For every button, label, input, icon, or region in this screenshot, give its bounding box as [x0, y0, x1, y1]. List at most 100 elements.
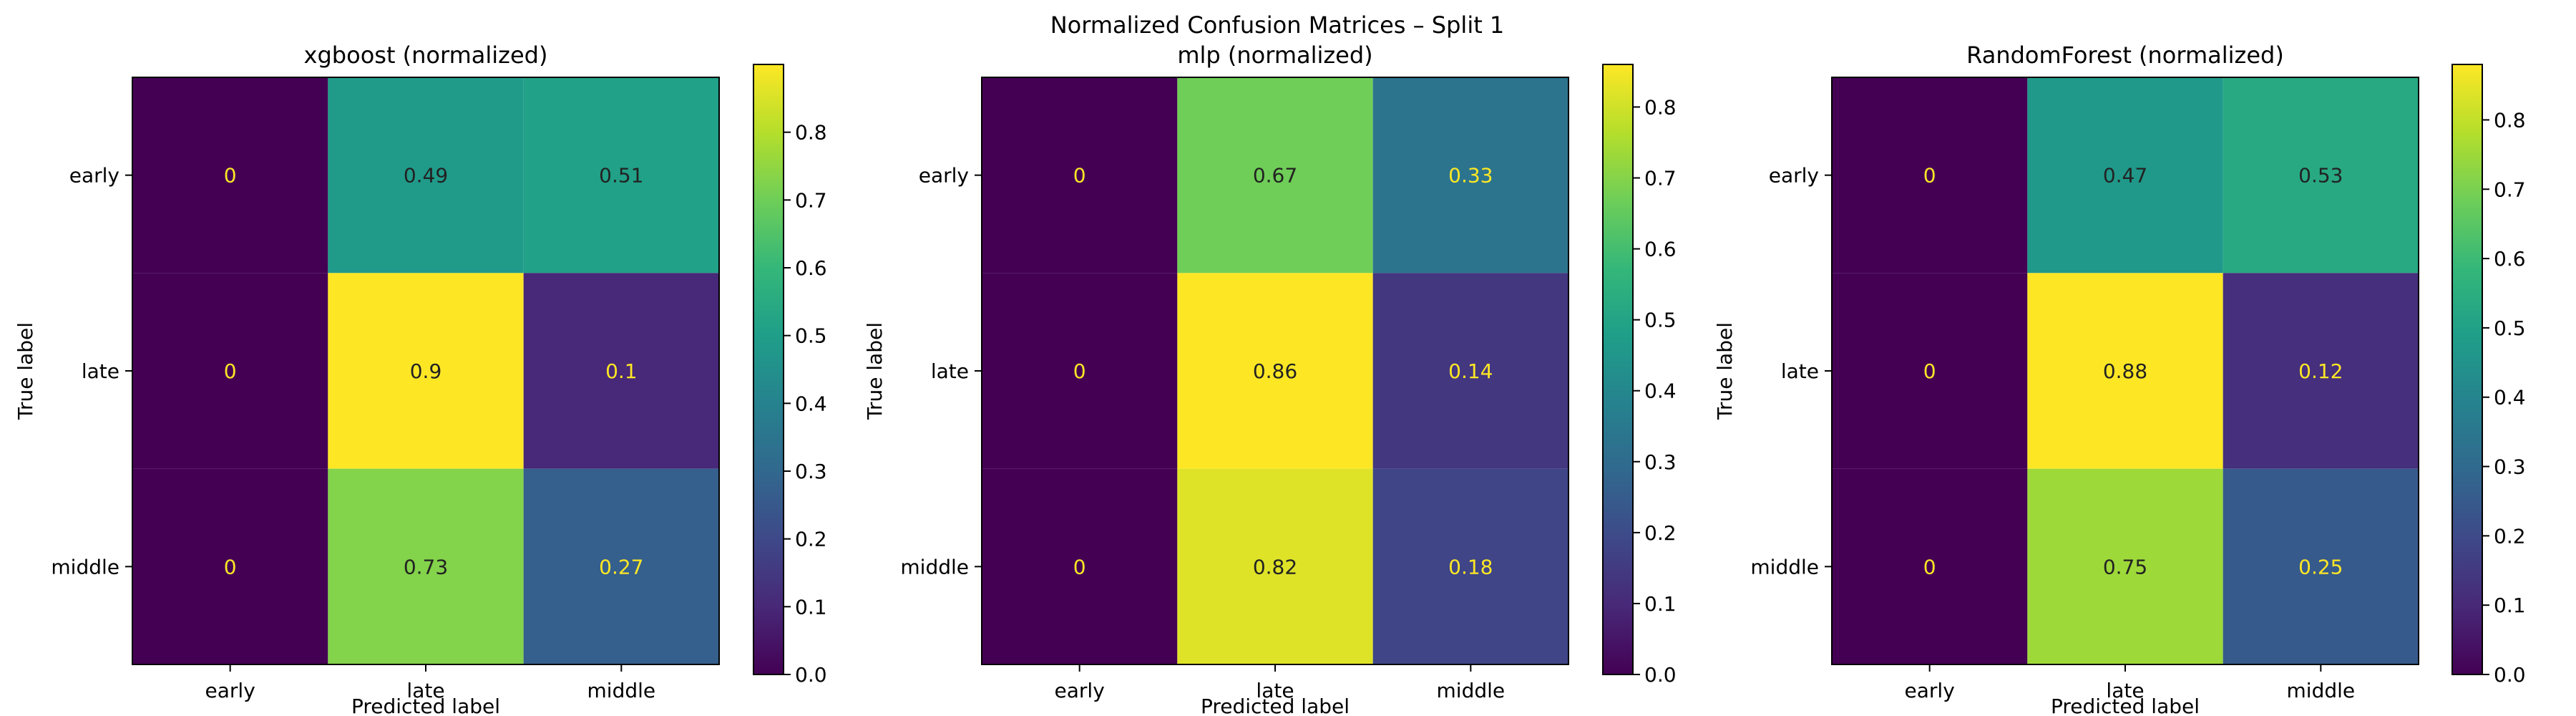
- heatmap-cell: [328, 77, 524, 274]
- confusion-matrix-0: 0 0.49 0.51 0 0.9 0.1 0 0.73 0.27 xgboost (normal…: [14, 42, 827, 716]
- heatmap-cell: [1372, 468, 1568, 664]
- cell-value-label: 0: [1073, 164, 1086, 188]
- heatmap-cell: [1177, 77, 1373, 274]
- colorbar-gradient: [2451, 64, 2483, 675]
- y-axis-label: True label: [863, 322, 887, 420]
- colorbar-tick-label: 0.8: [795, 121, 827, 145]
- x-tick-label: late: [2106, 679, 2144, 702]
- heatmap-cell: [1832, 273, 2028, 469]
- colorbar: 0.0 0.1 0.2 0.3 0.4 0.5 0.6 0.7 0.8: [2451, 64, 2526, 687]
- cell-value-label: 0.18: [1448, 555, 1493, 579]
- heatmap-cell: [2027, 77, 2223, 274]
- panel-title: mlp (normalized): [1177, 42, 1372, 69]
- heatmap-cell: [982, 77, 1178, 274]
- cell-value-label: 0.75: [2103, 555, 2147, 579]
- colorbar-tick-label: 0.3: [1644, 450, 1677, 474]
- heatmap-cell: [328, 468, 524, 664]
- figure-title: Normalized Confusion Matrices – Split 1: [1050, 11, 1505, 39]
- cell-value-label: 0: [224, 164, 237, 188]
- cell-value-label: 0.14: [1448, 359, 1493, 383]
- x-tick-label: early: [1905, 679, 1955, 702]
- colorbar-gradient: [753, 64, 784, 675]
- heatmap-cell: [2223, 273, 2419, 469]
- colorbar-tick-label: 0.4: [795, 392, 827, 415]
- heatmap-cell: [1832, 468, 2028, 664]
- colorbar-tick-label: 0.4: [2494, 386, 2526, 410]
- x-axis-label: Predicted label: [2051, 695, 2200, 716]
- colorbar-tick-label: 0.5: [1644, 309, 1677, 332]
- colorbar-tick-label: 0.4: [1644, 379, 1677, 403]
- cell-value-label: 0.67: [1253, 164, 1297, 188]
- heatmap-cell: [523, 468, 719, 664]
- colorbar-tick-label: 0.2: [1644, 521, 1677, 545]
- x-tick-label: middle: [2287, 679, 2356, 702]
- colorbar-tick-label: 0.6: [2494, 247, 2526, 271]
- cell-value-label: 0.82: [1253, 555, 1297, 579]
- heatmap-cell: [132, 273, 328, 469]
- colorbar: 0.0 0.1 0.2 0.3 0.4 0.5 0.6 0.7 0.8: [753, 64, 827, 687]
- heatmap-cell: [1372, 273, 1568, 469]
- heatmap-cell: [132, 77, 328, 274]
- panel-title: RandomForest (normalized): [1966, 42, 2284, 69]
- heatmap-cell: [328, 273, 524, 469]
- x-tick-label: late: [1256, 679, 1294, 702]
- colorbar-tick-label: 0.7: [2494, 178, 2526, 201]
- x-tick-label: early: [1055, 679, 1105, 702]
- cell-value-label: 0: [1923, 164, 1936, 188]
- colorbar-tick-label: 0.5: [795, 324, 827, 348]
- heatmap-cell: [1177, 468, 1373, 664]
- colorbar-tick-label: 0.0: [1644, 663, 1677, 687]
- x-tick-label: early: [205, 679, 255, 702]
- colorbar-tick-label: 0.8: [2494, 108, 2526, 132]
- heatmap-cell: [1832, 77, 2028, 274]
- colorbar-tick-label: 0.6: [795, 256, 827, 280]
- x-axis-label: Predicted label: [1201, 695, 1350, 716]
- cell-value-label: 0.27: [599, 555, 643, 579]
- heatmap-cell: [1372, 77, 1568, 274]
- colorbar-tick-label: 0.5: [2494, 316, 2526, 340]
- cell-value-label: 0.1: [605, 359, 638, 383]
- colorbar: 0.0 0.1 0.2 0.3 0.4 0.5 0.6 0.7 0.8: [1602, 64, 1677, 687]
- y-tick-label: early: [69, 164, 119, 188]
- cell-value-label: 0.47: [2103, 164, 2147, 188]
- cell-value-label: 0.9: [410, 359, 442, 383]
- colorbar-tick-label: 0.0: [2494, 663, 2526, 687]
- confusion-matrix-1: 0 0.67 0.33 0 0.86 0.14 0 0.82 0.18 mlp (normaliz…: [863, 42, 1677, 716]
- heatmap-cell: [2027, 273, 2223, 469]
- cell-value-label: 0.86: [1253, 359, 1297, 383]
- heatmap-cell: [523, 77, 719, 274]
- cell-value-label: 0: [1923, 555, 1936, 579]
- panel-title: xgboost (normalized): [304, 42, 548, 69]
- colorbar-tick-label: 0.2: [2494, 524, 2526, 548]
- colorbar-tick-label: 0.1: [2494, 594, 2526, 617]
- cell-value-label: 0: [1073, 555, 1086, 579]
- cell-value-label: 0.12: [2298, 359, 2343, 383]
- x-tick-label: middle: [587, 679, 656, 702]
- heatmap-cell: [2223, 77, 2419, 274]
- colorbar-tick-label: 0.7: [795, 188, 827, 212]
- colorbar-tick-label: 0.8: [1644, 95, 1677, 119]
- colorbar-tick-label: 0.6: [1644, 238, 1677, 261]
- heatmap-cell: [2027, 468, 2223, 664]
- cell-value-label: 0.53: [2298, 164, 2343, 188]
- y-axis-label: True label: [1713, 322, 1737, 420]
- cell-value-label: 0: [224, 359, 237, 383]
- heatmap-cell: [1177, 273, 1373, 469]
- cell-value-label: 0: [224, 555, 237, 579]
- y-tick-label: late: [1781, 359, 1819, 383]
- heatmap-cell: [982, 468, 1178, 664]
- confusion-matrix-2: 0 0.47 0.53 0 0.88 0.12 0 0.75 0.25 RandomForest …: [1713, 42, 2526, 716]
- cell-value-label: 0.88: [2103, 359, 2147, 383]
- heatmap-cell: [2223, 468, 2419, 664]
- y-tick-label: early: [919, 164, 969, 188]
- cell-value-label: 0.25: [2298, 555, 2343, 579]
- heatmap-cell: [132, 468, 328, 664]
- colorbar-tick-label: 0.0: [795, 663, 827, 687]
- cell-value-label: 0: [1923, 359, 1936, 383]
- x-tick-label: late: [406, 679, 444, 702]
- cell-value-label: 0.51: [599, 164, 643, 188]
- cell-value-label: 0.33: [1448, 164, 1493, 188]
- colorbar-tick-label: 0.3: [795, 460, 827, 483]
- cell-value-label: 0: [1073, 359, 1086, 383]
